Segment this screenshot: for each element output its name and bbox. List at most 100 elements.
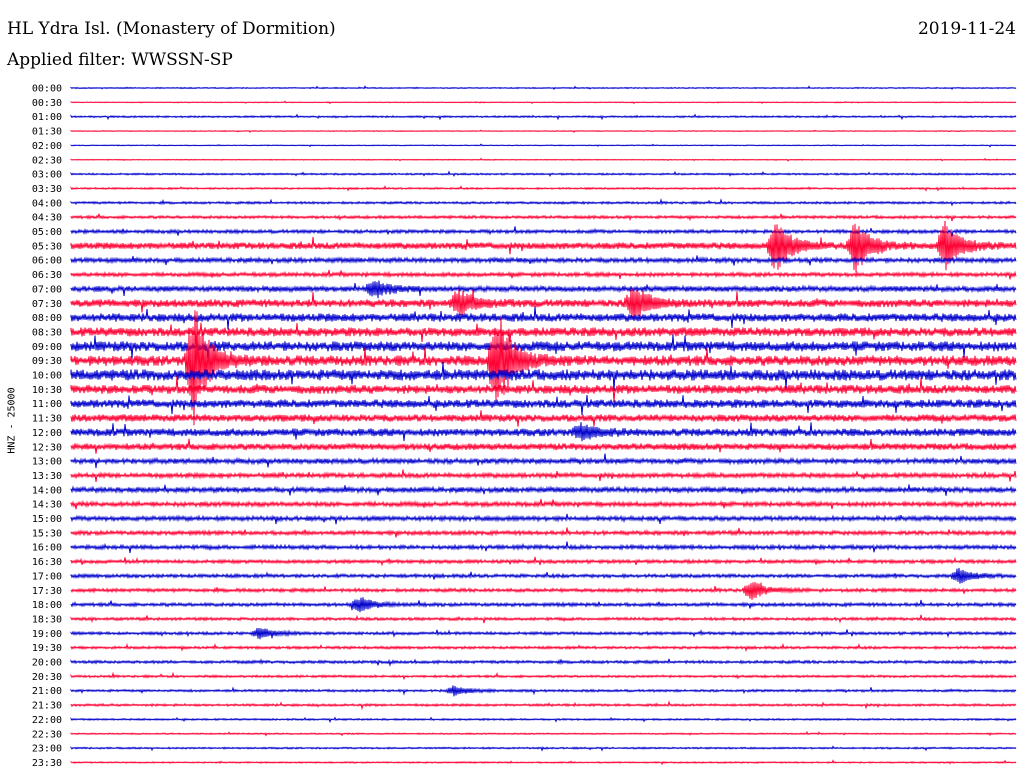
trace-line (70, 627, 1017, 640)
date-label: 2019-11-24 (917, 19, 1016, 39)
row-time-label: 01:00 (32, 112, 62, 123)
trace-line (70, 306, 1017, 330)
row-time-label: 06:30 (32, 270, 62, 281)
row-time-label: 07:30 (32, 299, 62, 310)
row-time-label: 18:00 (32, 600, 62, 611)
station-title: HL Ydra Isl. (Monastery of Dormition) (7, 19, 336, 39)
trace-line (70, 100, 1017, 105)
row-time-label: 21:00 (32, 686, 62, 697)
trace-line (70, 422, 1017, 442)
row-time-label: 11:30 (32, 414, 62, 425)
trace-line (70, 556, 1017, 567)
filter-label: Applied filter: WWSSN-SP (7, 50, 233, 70)
row-time-label: 03:00 (32, 170, 62, 181)
trace-line (70, 288, 1017, 321)
row-time-label: 16:00 (32, 543, 62, 554)
row-time-label: 13:00 (32, 457, 62, 468)
trace-line (70, 395, 1017, 416)
row-time-label: 06:00 (32, 256, 62, 267)
trace-line (70, 143, 1017, 148)
trace-line (70, 541, 1017, 554)
row-time-label: 07:00 (32, 284, 62, 295)
row-time-label: 05:00 (32, 227, 62, 238)
row-time-label: 21:30 (32, 701, 62, 712)
row-time-label: 05:30 (32, 241, 62, 252)
row-time-label: 09:30 (32, 356, 62, 367)
row-time-label: 23:30 (32, 758, 62, 769)
row-time-label: 02:30 (32, 155, 62, 166)
trace-line (70, 513, 1017, 525)
row-time-label: 19:30 (32, 643, 62, 654)
trace-line (70, 375, 1017, 403)
row-time-label: 18:30 (32, 614, 62, 625)
trace-line (70, 745, 1017, 752)
trace-line (70, 453, 1017, 469)
row-time-label: 17:30 (32, 586, 62, 597)
row-time-label: 01:30 (32, 127, 62, 138)
trace-line (70, 334, 1017, 359)
trace-line (70, 597, 1017, 613)
trace-line (70, 85, 1017, 90)
trace-line (70, 671, 1017, 681)
row-time-label: 08:00 (32, 313, 62, 324)
row-time-label: 10:00 (32, 371, 62, 382)
row-time-label: 09:00 (32, 342, 62, 353)
trace-line (70, 185, 1017, 192)
trace-line (70, 113, 1017, 121)
trace-line (70, 410, 1017, 427)
trace-line (70, 269, 1017, 280)
trace-line (70, 280, 1017, 299)
row-time-label: 04:00 (32, 198, 62, 209)
trace-line (70, 361, 1017, 391)
trace-line (70, 498, 1017, 510)
row-time-label: 11:00 (32, 399, 62, 410)
trace-line (70, 581, 1017, 600)
trace-line (70, 658, 1017, 667)
row-time-label: 15:30 (32, 528, 62, 539)
trace-line (70, 170, 1017, 178)
row-time-label: 02:00 (32, 141, 62, 152)
trace-line (70, 213, 1017, 222)
trace-line (70, 759, 1017, 766)
trace-line (70, 469, 1017, 482)
trace-line (70, 716, 1017, 724)
trace-line (70, 642, 1017, 653)
row-time-label: 08:30 (32, 327, 62, 338)
trace-line (70, 700, 1017, 711)
trace-line (70, 310, 1017, 426)
row-time-label: 15:00 (32, 514, 62, 525)
trace-line (70, 322, 1017, 345)
row-time-label: 13:30 (32, 471, 62, 482)
row-time-label: 00:30 (32, 98, 62, 109)
trace-line (70, 484, 1017, 496)
trace-line (70, 198, 1017, 207)
row-time-label: 16:30 (32, 557, 62, 568)
row-time-label: 14:00 (32, 485, 62, 496)
row-time-label: 22:30 (32, 729, 62, 740)
trace-line (70, 438, 1017, 454)
row-time-label: 04:30 (32, 213, 62, 224)
row-time-label: 22:00 (32, 715, 62, 726)
trace-line (70, 685, 1017, 697)
row-time-label: 00:00 (32, 84, 62, 95)
trace-line (70, 255, 1017, 266)
row-time-label: 14:30 (32, 500, 62, 511)
trace-line (70, 226, 1017, 237)
trace-line (70, 129, 1017, 133)
row-time-label: 10:30 (32, 385, 62, 396)
row-time-label: 19:00 (32, 629, 62, 640)
row-time-label: 12:30 (32, 442, 62, 453)
trace-line (70, 730, 1017, 737)
trace-line (70, 527, 1017, 538)
row-time-label: 03:30 (32, 184, 62, 195)
trace-line (70, 220, 1017, 273)
row-time-label: 17:00 (32, 571, 62, 582)
row-time-label: 20:00 (32, 658, 62, 669)
row-time-label: 23:00 (32, 744, 62, 755)
row-time-label: 12:00 (32, 428, 62, 439)
trace-line (70, 567, 1017, 584)
row-time-label: 20:30 (32, 672, 62, 683)
trace-line (70, 614, 1017, 624)
trace-line (70, 157, 1017, 162)
